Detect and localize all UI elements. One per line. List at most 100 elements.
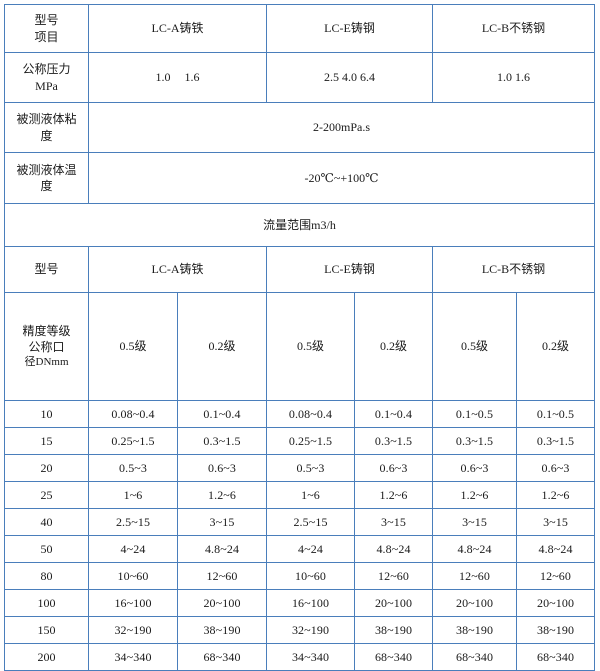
corner-label-cell: 型号 项目 <box>4 4 89 53</box>
flow-value: 38~190 <box>432 616 518 644</box>
liquid-temperature-row: 被测液体温 度 -20℃~+100℃ <box>4 152 596 204</box>
flow-value: 10~60 <box>266 562 355 590</box>
flow-value: 0.1~0.4 <box>353 400 434 428</box>
dn-value: 20 <box>4 454 89 482</box>
grade-header-0: 0.5级 <box>88 292 178 401</box>
flow-value: 16~100 <box>266 589 355 617</box>
section2-model-header-lc-e: LC-E铸钢 <box>265 246 434 293</box>
flow-value: 20~100 <box>353 589 434 617</box>
flow-value: 4~24 <box>88 535 178 563</box>
flow-value: 4.8~24 <box>177 535 267 563</box>
flow-value: 3~15 <box>516 508 596 536</box>
nominal-pressure-label-line1: 公称压力 <box>22 62 71 77</box>
grade-header-2: 0.5级 <box>266 292 355 401</box>
flow-value: 0.3~1.5 <box>516 427 596 455</box>
flow-value: 3~15 <box>353 508 434 536</box>
dn-value: 100 <box>4 589 89 617</box>
flow-value: 1~6 <box>266 481 355 509</box>
model-header-lc-b: LC-B不锈钢 <box>432 4 596 53</box>
section2-header-row: 型号 LC-A铸铁 LC-E铸钢 LC-B不锈钢 <box>4 246 596 293</box>
liquid-temperature-label-line1: 被测液体温 <box>16 162 77 177</box>
flow-value: 20~100 <box>177 589 267 617</box>
flow-value: 12~60 <box>177 562 267 590</box>
flow-value: 12~60 <box>516 562 596 590</box>
dn-value: 10 <box>4 400 89 428</box>
grade-header-1: 0.2级 <box>177 292 267 401</box>
flow-value: 1~6 <box>88 481 178 509</box>
flow-value: 68~340 <box>353 643 434 671</box>
grade-header-5: 0.2级 <box>516 292 596 401</box>
flow-value: 0.5~3 <box>88 454 178 482</box>
flow-value: 4.8~24 <box>353 535 434 563</box>
flow-value: 12~60 <box>432 562 518 590</box>
flow-value: 68~340 <box>516 643 596 671</box>
dn-value: 80 <box>4 562 89 590</box>
liquid-temperature-label-cell: 被测液体温 度 <box>4 152 89 204</box>
flow-value: 0.3~1.5 <box>177 427 267 455</box>
nominal-pressure-lc-b: 1.0 1.6 <box>432 52 596 103</box>
flow-value: 0.1~0.5 <box>432 400 518 428</box>
flow-value: 0.1~0.5 <box>516 400 596 428</box>
flow-value: 0.3~1.5 <box>353 427 434 455</box>
section2-model-label: 型号 <box>4 246 89 293</box>
nominal-pressure-lc-a-v1: 1.0 <box>155 70 171 85</box>
nominal-pressure-label-line2: MPa <box>35 78 58 93</box>
nominal-pressure-row: 公称压力 MPa 1.0 1.6 2.5 4.0 6.4 1.0 1.6 <box>4 52 596 103</box>
flow-value: 38~190 <box>516 616 596 644</box>
flow-value: 10~60 <box>88 562 178 590</box>
dn-value: 15 <box>4 427 89 455</box>
liquid-viscosity-value: 2-200mPa.s <box>87 102 596 153</box>
flow-value: 1.2~6 <box>177 481 267 509</box>
table-row: 200 34~340 68~340 34~340 68~340 68~340 6… <box>4 643 596 671</box>
flow-range-banner-row: 流量范围m3/h <box>3 203 596 247</box>
flow-value: 32~190 <box>88 616 178 644</box>
table-row: 20 0.5~3 0.6~3 0.5~3 0.6~3 0.6~3 0.6~3 <box>4 454 596 482</box>
flow-value: 2.5~15 <box>266 508 355 536</box>
flow-value: 3~15 <box>432 508 518 536</box>
flow-value: 16~100 <box>88 589 178 617</box>
dn-value: 200 <box>4 643 89 671</box>
flow-value: 0.1~0.4 <box>177 400 267 428</box>
dn-label-line2: 公称口 <box>28 340 65 355</box>
table-row: 10 0.08~0.4 0.1~0.4 0.08~0.4 0.1~0.4 0.1… <box>4 400 596 428</box>
flow-value: 0.6~3 <box>516 454 596 482</box>
liquid-viscosity-label-cell: 被测液体粘 度 <box>4 102 89 153</box>
flow-value: 4~24 <box>266 535 355 563</box>
table-row: 80 10~60 12~60 10~60 12~60 12~60 12~60 <box>4 562 596 590</box>
flow-value: 1.2~6 <box>353 481 434 509</box>
flow-value: 0.5~3 <box>266 454 355 482</box>
section1-header-row: 型号 项目 LC-A铸铁 LC-E铸钢 LC-B不锈钢 <box>4 4 596 53</box>
flow-value: 0.08~0.4 <box>88 400 178 428</box>
dn-value: 40 <box>4 508 89 536</box>
nominal-pressure-label-cell: 公称压力 MPa <box>4 52 89 103</box>
accuracy-grade-row: 精度等级 公称口 径DNmm 0.5级 0.2级 0.5级 0.2级 0.5级 … <box>4 292 596 401</box>
dn-value: 50 <box>4 535 89 563</box>
dn-label-line3: 径DNmm <box>24 356 69 369</box>
flow-value: 0.08~0.4 <box>266 400 355 428</box>
flow-value: 34~340 <box>88 643 178 671</box>
flow-value: 68~340 <box>432 643 518 671</box>
table-row: 40 2.5~15 3~15 2.5~15 3~15 3~15 3~15 <box>4 508 596 536</box>
flow-value: 4.8~24 <box>432 535 518 563</box>
liquid-temperature-value: -20℃~+100℃ <box>87 152 596 204</box>
nominal-pressure-lc-a-v2: 1.6 <box>184 70 200 85</box>
liquid-temperature-label-line2: 度 <box>40 179 53 193</box>
flow-value: 38~190 <box>353 616 434 644</box>
flow-value: 4.8~24 <box>516 535 596 563</box>
nominal-pressure-lc-e: 2.5 4.0 6.4 <box>265 52 434 103</box>
flow-value: 0.6~3 <box>177 454 267 482</box>
table-row: 100 16~100 20~100 16~100 20~100 20~100 2… <box>4 589 596 617</box>
table-row: 25 1~6 1.2~6 1~6 1.2~6 1.2~6 1.2~6 <box>4 481 596 509</box>
liquid-viscosity-label-line2: 度 <box>40 128 53 143</box>
table-row: 15 0.25~1.5 0.3~1.5 0.25~1.5 0.3~1.5 0.3… <box>4 427 596 455</box>
flowmeter-specification-table: 型号 项目 LC-A铸铁 LC-E铸钢 LC-B不锈钢 公称压力 MPa 1.0… <box>3 4 596 671</box>
table-row: 150 32~190 38~190 32~190 38~190 38~190 3… <box>4 616 596 644</box>
corner-label-line2: 项目 <box>34 29 59 44</box>
flow-value: 20~100 <box>516 589 596 617</box>
model-header-lc-e: LC-E铸钢 <box>265 4 434 53</box>
dn-label-line1: 精度等级 <box>22 323 71 338</box>
table-row: 50 4~24 4.8~24 4~24 4.8~24 4.8~24 4.8~24 <box>4 535 596 563</box>
dn-value: 150 <box>4 616 89 644</box>
corner-label-line1: 型号 <box>34 13 59 28</box>
